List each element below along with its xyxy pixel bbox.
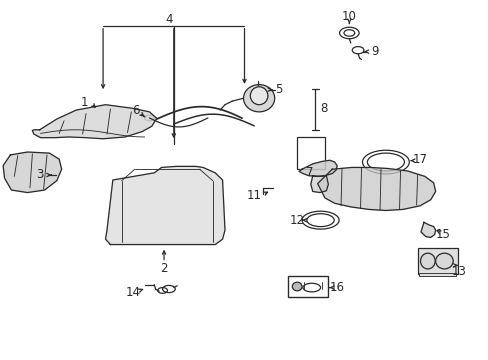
Text: 11: 11	[246, 189, 261, 202]
Text: 6: 6	[132, 104, 139, 117]
Text: 9: 9	[371, 45, 378, 58]
Ellipse shape	[243, 85, 274, 112]
Polygon shape	[420, 222, 435, 237]
Text: 4: 4	[165, 13, 172, 26]
Text: 15: 15	[435, 228, 450, 241]
Bar	[288, 276, 328, 297]
Ellipse shape	[420, 253, 434, 269]
Text: 5: 5	[274, 83, 282, 96]
Bar	[418, 273, 455, 276]
Ellipse shape	[292, 282, 302, 291]
Text: 16: 16	[329, 281, 344, 294]
Bar	[297, 137, 325, 169]
Polygon shape	[32, 105, 157, 139]
Text: 3: 3	[36, 168, 43, 181]
Text: 17: 17	[412, 153, 427, 166]
Text: 2: 2	[160, 262, 167, 275]
Text: 13: 13	[451, 265, 466, 278]
Polygon shape	[3, 152, 61, 193]
Text: 14: 14	[125, 286, 140, 299]
Polygon shape	[310, 176, 328, 193]
Text: 1: 1	[81, 96, 88, 109]
Ellipse shape	[250, 87, 267, 105]
Text: 10: 10	[341, 10, 356, 23]
Text: 8: 8	[320, 102, 327, 115]
Polygon shape	[299, 160, 336, 176]
Polygon shape	[105, 166, 224, 244]
Bar	[417, 248, 457, 274]
Text: 12: 12	[288, 214, 304, 227]
Text: 7: 7	[305, 166, 312, 179]
Ellipse shape	[435, 253, 452, 269]
Polygon shape	[317, 167, 435, 211]
